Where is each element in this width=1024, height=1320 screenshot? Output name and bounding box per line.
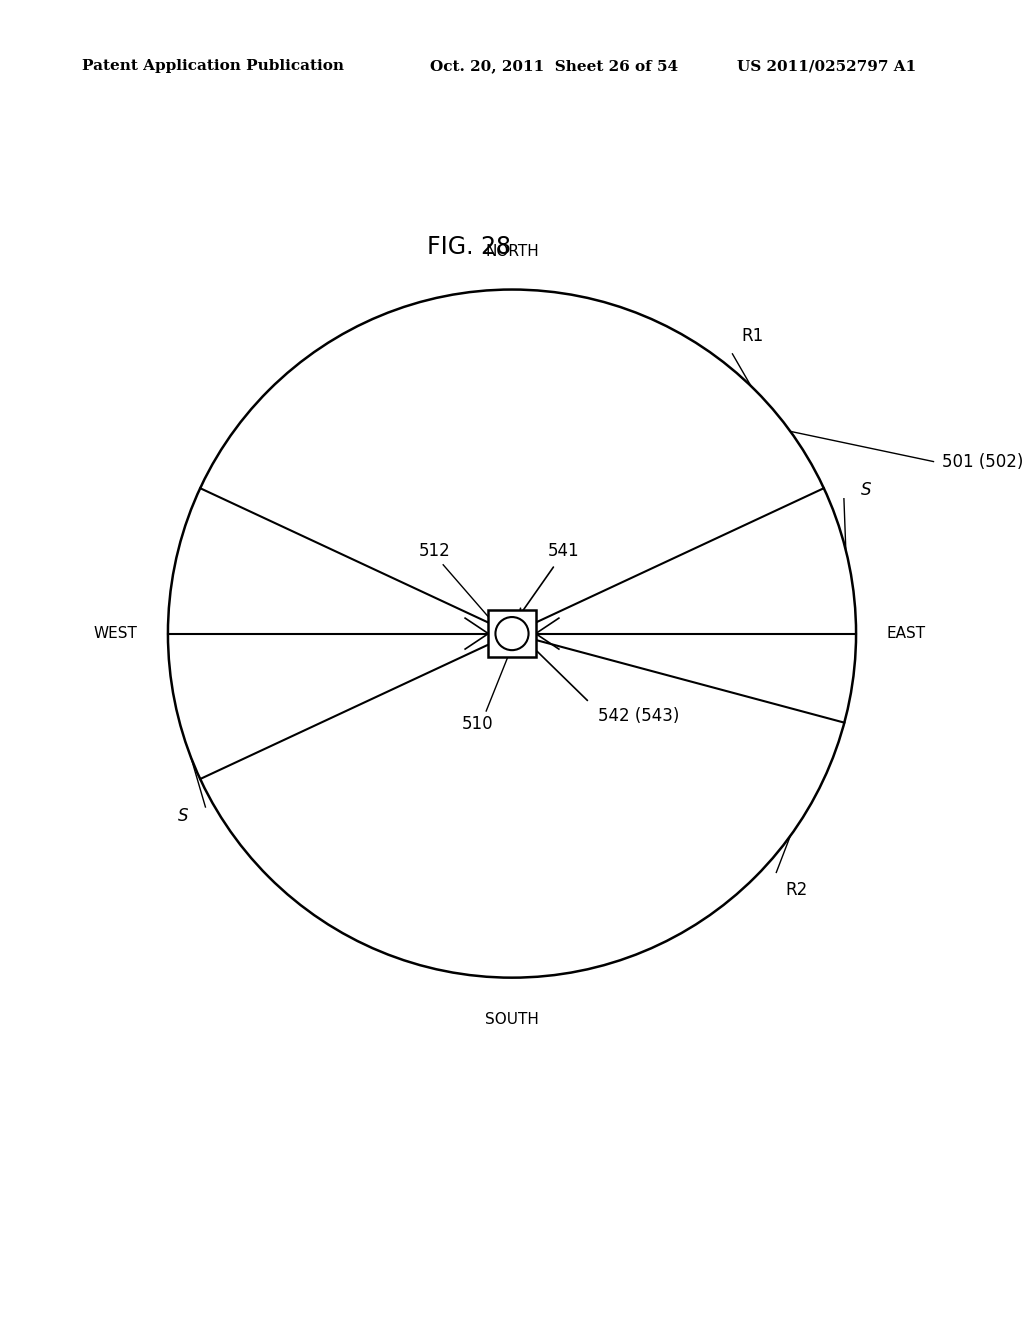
Text: 542 (543): 542 (543) [598, 706, 679, 725]
Text: NORTH: NORTH [485, 244, 539, 260]
Text: Patent Application Publication: Patent Application Publication [82, 59, 344, 74]
Text: S: S [178, 807, 188, 825]
Text: 512: 512 [419, 543, 451, 561]
Text: 501 (502): 501 (502) [942, 453, 1023, 470]
Text: US 2011/0252797 A1: US 2011/0252797 A1 [737, 59, 916, 74]
Text: R1: R1 [741, 327, 763, 346]
Text: Oct. 20, 2011  Sheet 26 of 54: Oct. 20, 2011 Sheet 26 of 54 [430, 59, 678, 74]
Text: S: S [861, 480, 871, 499]
Text: 541: 541 [548, 543, 580, 561]
Circle shape [496, 616, 528, 651]
Text: SOUTH: SOUTH [485, 1012, 539, 1027]
Text: 510: 510 [462, 715, 494, 734]
Text: EAST: EAST [886, 626, 926, 642]
Text: WEST: WEST [94, 626, 138, 642]
Text: FIG. 28: FIG. 28 [427, 235, 511, 260]
Bar [488, 610, 536, 657]
Text: R2: R2 [784, 880, 807, 899]
